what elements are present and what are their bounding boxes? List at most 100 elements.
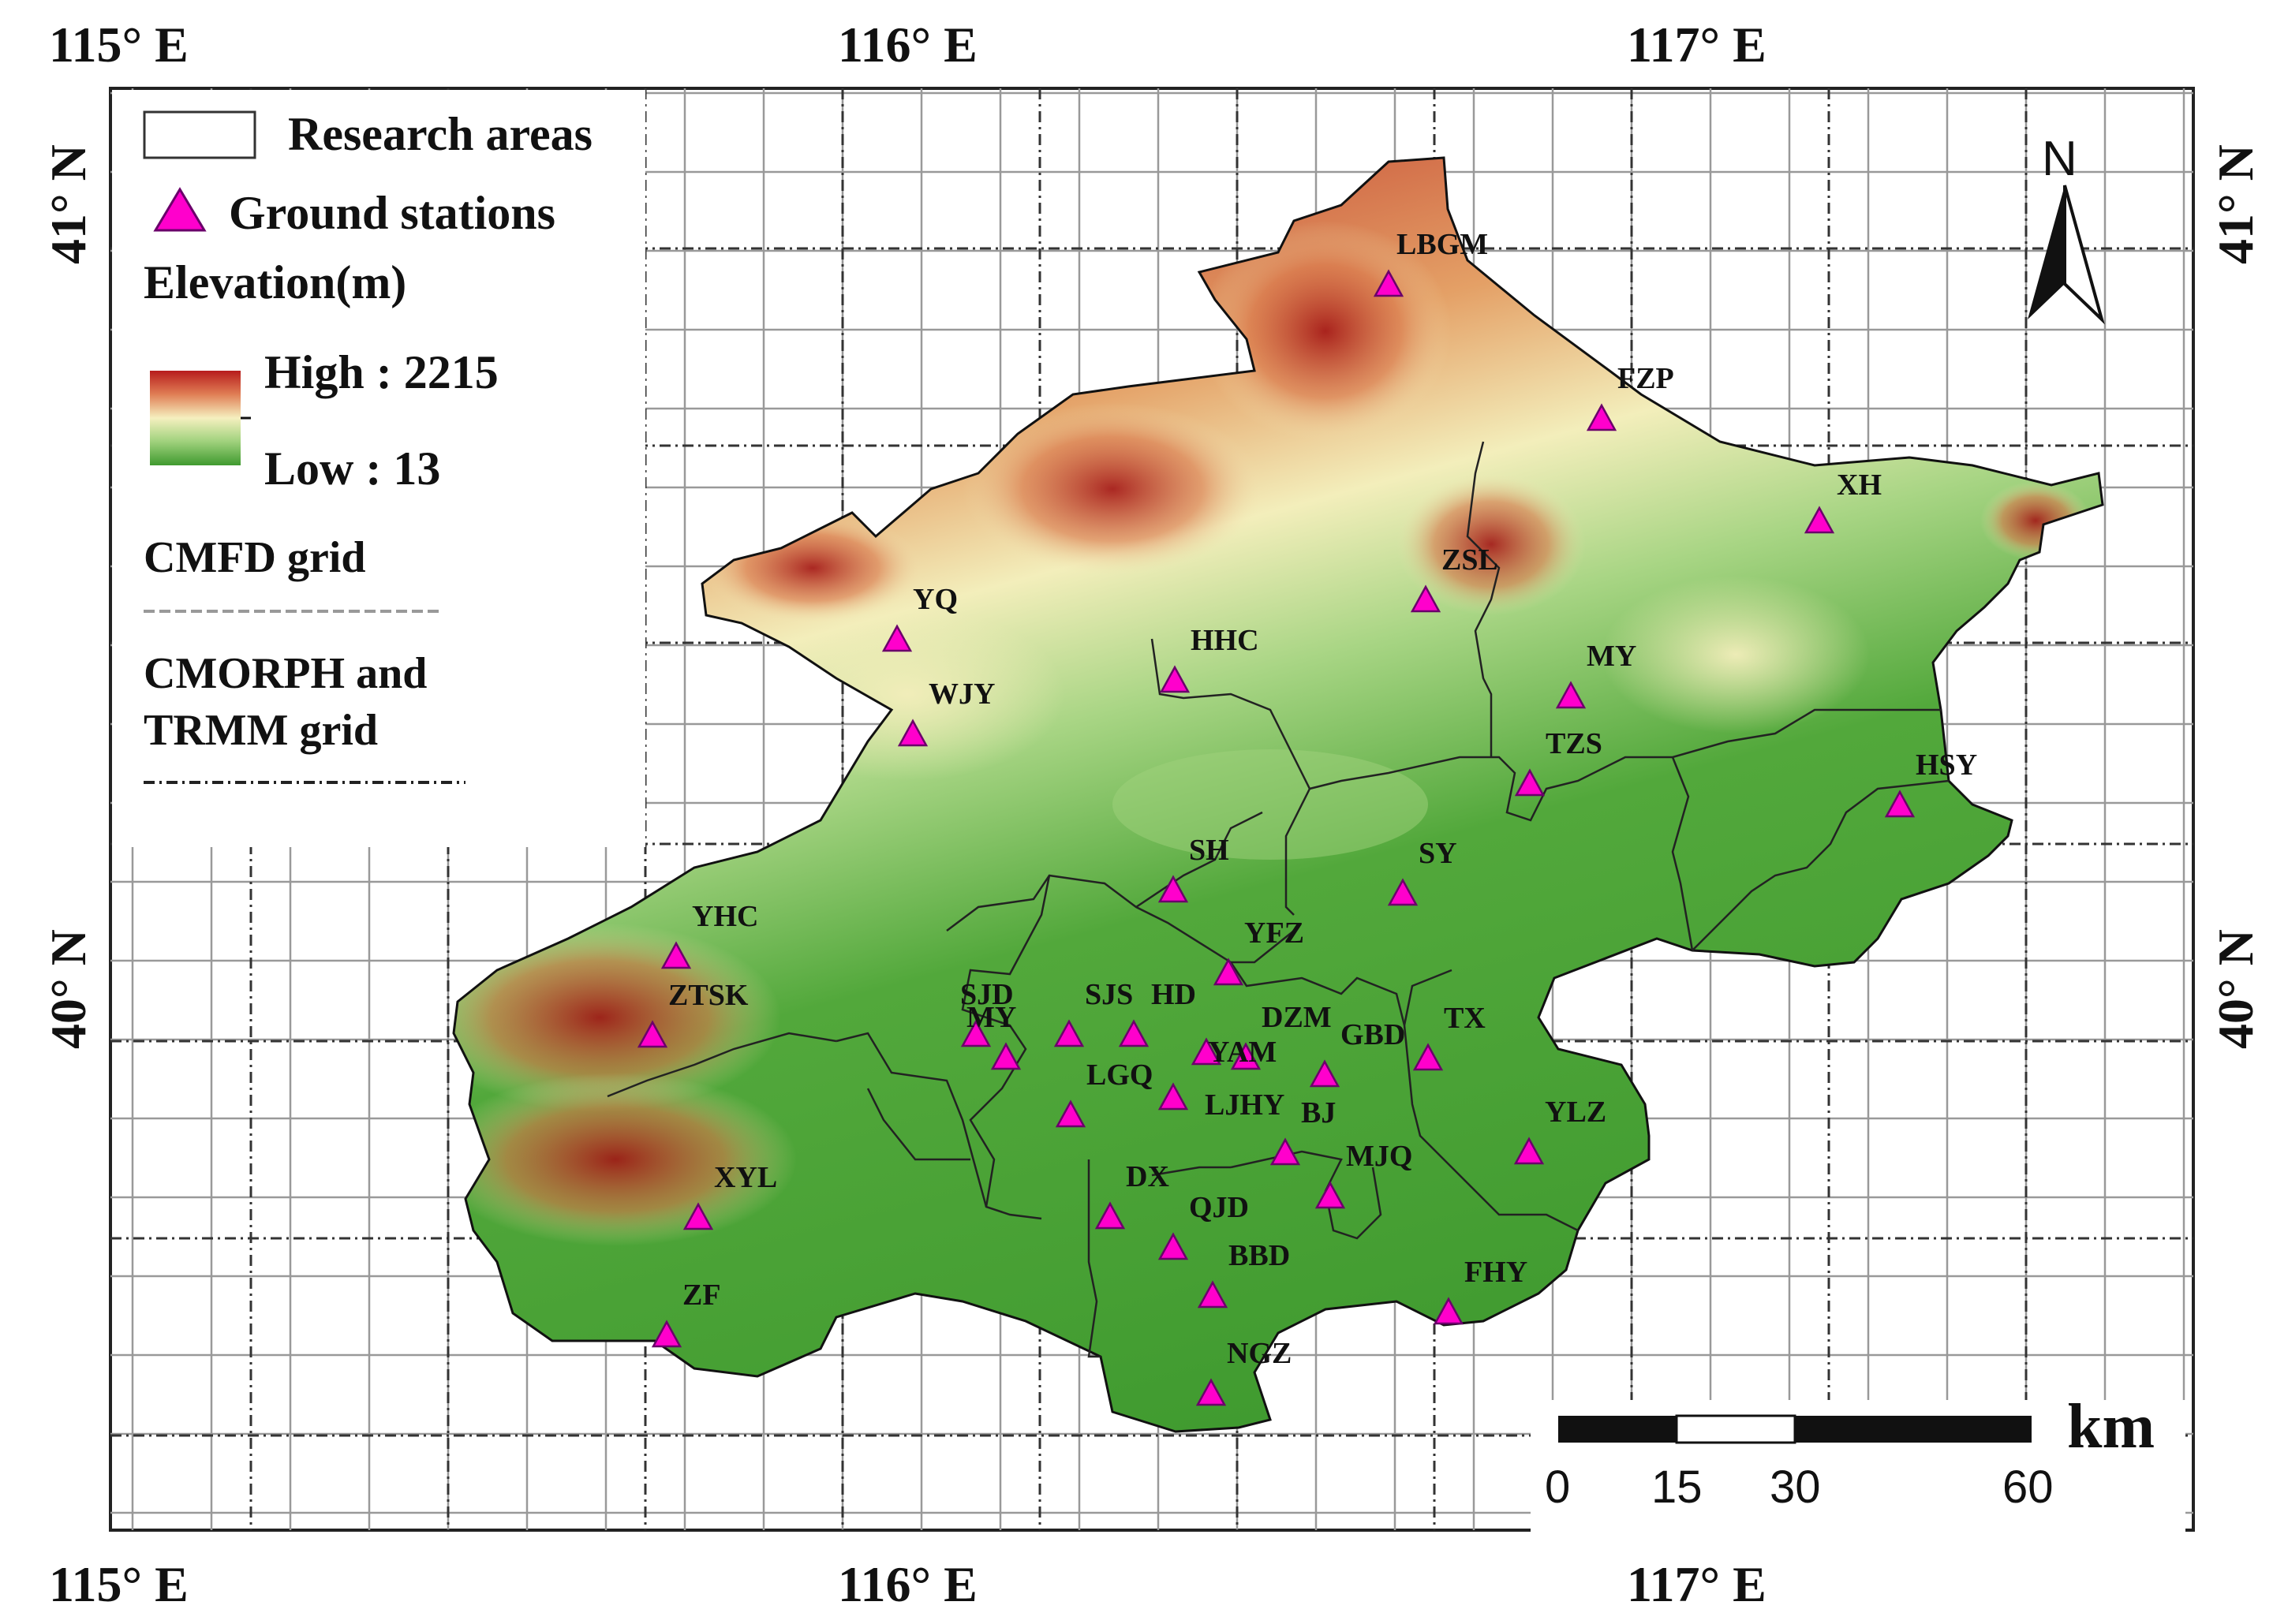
- north-arrow-icon: [2028, 185, 2065, 319]
- station-qjd: QJD: [1157, 1191, 1249, 1260]
- station-marker-icon: [1195, 1378, 1227, 1406]
- station-hd: HD: [1118, 978, 1196, 1047]
- district-boundaries: [607, 441, 1950, 1358]
- station-marker-icon: [682, 1202, 714, 1230]
- station-marker-icon: [1118, 1019, 1150, 1047]
- station-marker-icon: [1514, 768, 1546, 797]
- lon-label-117-top: 117° E: [1627, 17, 1766, 73]
- station-marker-icon: [1157, 1232, 1189, 1260]
- station-marker-icon: [897, 719, 929, 747]
- lat-label-41-left: 41° N: [40, 144, 96, 264]
- station-dzm: DZM: [1230, 1001, 1332, 1070]
- station-label: HHC: [1191, 624, 1259, 657]
- station-marker-icon: [1055, 1099, 1086, 1128]
- station-marker-icon: [881, 624, 913, 652]
- station-marker-icon: [637, 1020, 668, 1048]
- station-sjs: SJS: [1053, 978, 1133, 1047]
- scale-tick-60: 60: [2002, 1462, 2054, 1513]
- station-bj: BJ: [1269, 1096, 1336, 1166]
- station-hhc: HHC: [1159, 624, 1259, 693]
- station-label: TX: [1444, 1002, 1486, 1035]
- legend-high: High : 2215: [264, 346, 499, 398]
- station-label: TZS: [1546, 727, 1602, 760]
- station-yq: YQ: [881, 583, 958, 652]
- station-fzp: FZP: [1586, 362, 1674, 431]
- station-marker-icon: [1387, 878, 1419, 906]
- station-xh: XH: [1804, 469, 1882, 534]
- station-marker-icon: [1412, 1043, 1444, 1071]
- station-marker-icon: [1269, 1137, 1301, 1166]
- station-tx: TX: [1412, 1002, 1486, 1071]
- station-marker-icon: [1230, 1042, 1262, 1070]
- station-marker-icon: [1157, 875, 1189, 903]
- legend-cmfd: CMFD grid: [144, 533, 366, 582]
- station-marker-icon: [1373, 269, 1404, 297]
- station-marker-icon: [1159, 665, 1191, 693]
- station-label: NGZ: [1227, 1337, 1292, 1370]
- station-marker-icon: [1053, 1019, 1085, 1047]
- lat-labels-right: 41° N 40° N: [2208, 144, 2264, 1049]
- station-label: GBD: [1340, 1018, 1405, 1051]
- stations-layer: LBGM FZP XH ZSL YQ HHC MY WJY TZS HSY SH SY YFZ YHC ZT…: [637, 228, 1977, 1406]
- station-marker-icon: [1213, 958, 1244, 986]
- station-label: DZM: [1262, 1001, 1332, 1034]
- station-label: YQ: [913, 583, 958, 616]
- lon-label-116-bottom: 116° E: [838, 1556, 978, 1612]
- station-marker-icon: [1094, 1201, 1126, 1230]
- legend-research-areas: Research areas: [288, 108, 593, 160]
- station-sh: SH: [1157, 834, 1229, 903]
- station-ngz: NGZ: [1195, 1337, 1292, 1406]
- station-label: BBD: [1228, 1239, 1290, 1272]
- station-label: XYL: [714, 1161, 777, 1194]
- station-label: MJQ: [1346, 1140, 1412, 1173]
- station-marker-icon: [651, 1320, 682, 1348]
- lon-label-117-bottom: 117° E: [1627, 1556, 1766, 1612]
- lon-label-115-top: 115° E: [49, 17, 189, 73]
- station-label: LJHY: [1205, 1088, 1284, 1122]
- scale-tick-15: 15: [1651, 1462, 1703, 1513]
- station-label: SJS: [1085, 978, 1133, 1011]
- scale-bar: km 0 15 30 60: [1531, 1392, 2185, 1534]
- station-label: ZF: [682, 1279, 721, 1312]
- legend-ground-stations: Ground stations: [229, 187, 555, 239]
- legend-panel: [112, 90, 645, 847]
- station-label: QJD: [1189, 1191, 1249, 1224]
- research-area-swatch: [143, 110, 256, 159]
- station-label: ZTSK: [668, 979, 749, 1012]
- lat-label-40-right: 40° N: [2208, 929, 2264, 1049]
- station-wjy: WJY: [897, 678, 995, 747]
- station-label: HSY: [1916, 749, 1977, 782]
- station-marker-icon: [960, 1019, 992, 1047]
- lon-labels-top: 115° E 116° E 117° E: [49, 17, 1766, 73]
- north-arrow: N: [2028, 132, 2105, 325]
- station-label: DX: [1126, 1160, 1169, 1193]
- station-label: XH: [1837, 469, 1882, 502]
- station-marker-icon: [1197, 1280, 1228, 1309]
- station-marker-icon: [1884, 790, 1916, 818]
- north-arrow-outline: [2063, 185, 2105, 325]
- station-marker-icon: [1309, 1059, 1340, 1088]
- elevation-ramp: [150, 371, 241, 465]
- station-marker-icon: [1804, 506, 1835, 534]
- lon-label-116-top: 116° E: [838, 17, 978, 73]
- station-marker-icon: [1586, 403, 1617, 431]
- station-ylz: YLZ: [1513, 1096, 1606, 1165]
- legend-low: Low : 13: [264, 442, 440, 495]
- station-lbgm: LBGM: [1373, 228, 1488, 297]
- station-mjq: MJQ: [1314, 1140, 1412, 1209]
- scale-seg-3: [1795, 1416, 2032, 1443]
- station-lgq: LGQ: [1055, 1058, 1153, 1128]
- scale-seg-1: [1558, 1416, 1677, 1443]
- station-marker-icon: [990, 1042, 1022, 1070]
- station-ztsk: ZTSK: [637, 979, 749, 1048]
- legend: Research areas Ground stations Elevation…: [112, 90, 645, 847]
- station-yam: YAM: [1191, 1036, 1277, 1069]
- station-label: FZP: [1617, 362, 1674, 395]
- lat-label-41-right: 41° N: [2208, 144, 2264, 264]
- legend-elevation-title: Elevation(m): [144, 256, 406, 308]
- legend-cmorph-2: TRMM grid: [144, 706, 378, 755]
- ground-station-icon: [153, 187, 207, 232]
- station-ljhy: LJHY: [1157, 1082, 1284, 1122]
- station-xyl: XYL: [682, 1161, 777, 1230]
